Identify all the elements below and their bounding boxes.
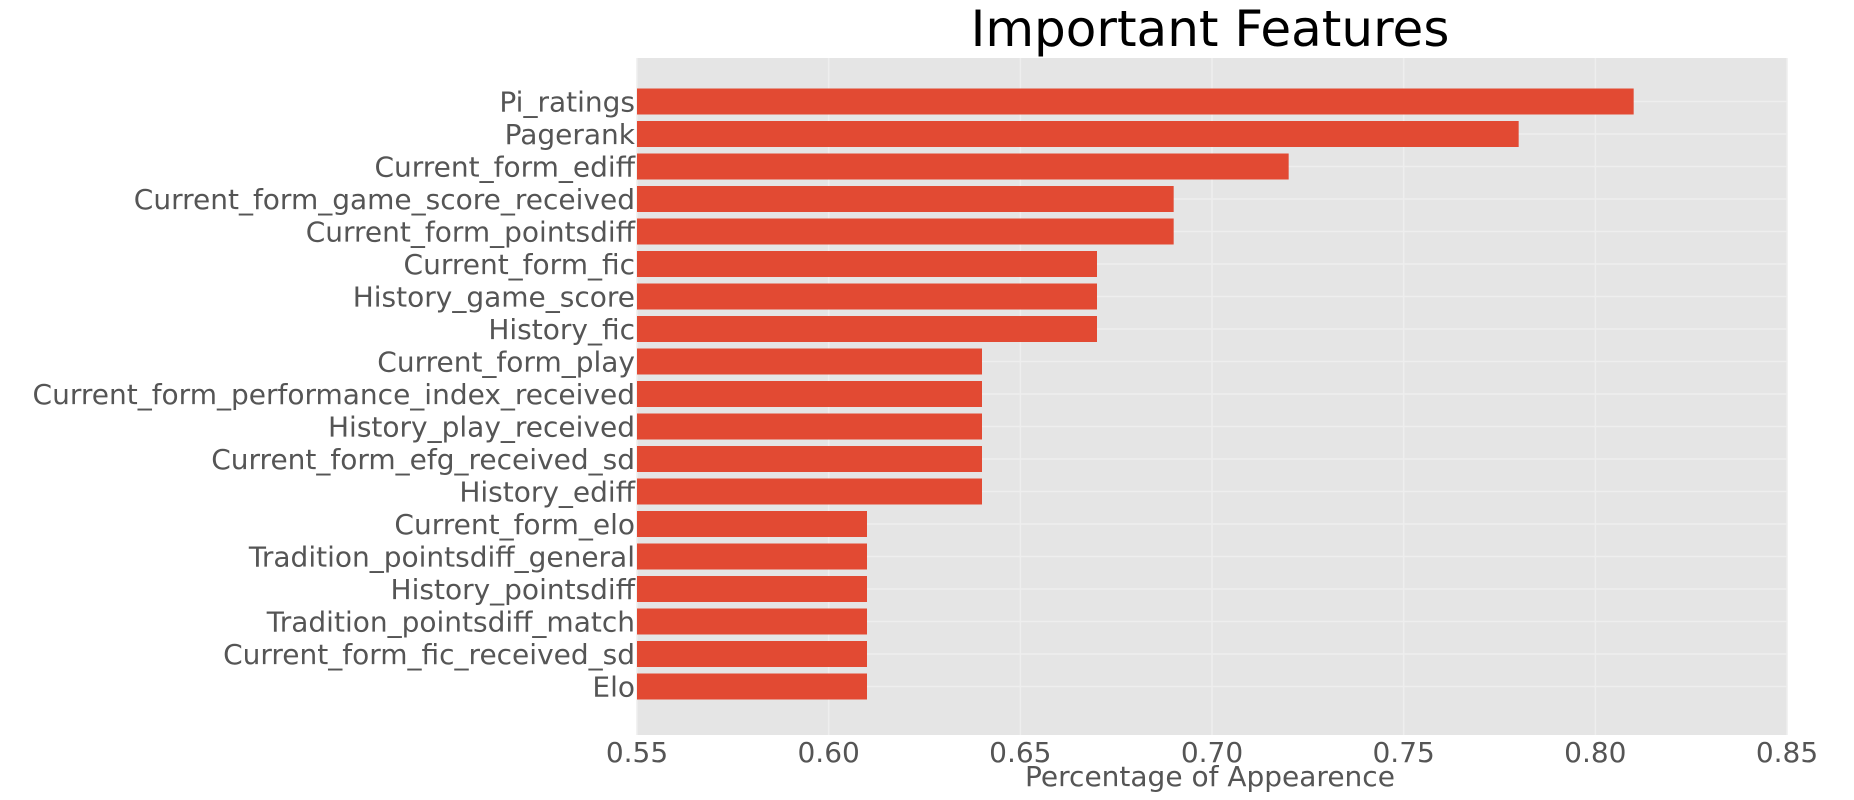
category-label: History_fic <box>488 313 635 346</box>
category-label: Tradition_pointsdiff_general <box>248 541 635 574</box>
bar-elo <box>637 673 867 700</box>
category-label: Current_form_elo <box>394 508 635 541</box>
category-label: Current_form_pointsdiff <box>306 216 636 249</box>
category-label: History_game_score <box>353 281 635 314</box>
category-label: Elo <box>592 671 635 704</box>
bar-current-form-efg-received-sd <box>637 446 982 472</box>
category-label: Current_form_performance_index_received <box>33 378 635 411</box>
bar-history-play-received <box>637 413 982 440</box>
category-label: Pagerank <box>505 118 636 151</box>
bar-current-form-ediff <box>637 153 1289 180</box>
category-label: Current_form_fic <box>404 248 635 281</box>
bar-current-form-game-score-received <box>637 186 1174 212</box>
x-axis-label: Percentage of Appearence <box>1025 760 1395 793</box>
category-label: Current_form_game_score_received <box>134 183 635 216</box>
bar-pagerank <box>637 121 1519 147</box>
x-tick-label: 0.70 <box>1181 736 1243 769</box>
category-label: History_pointsdiff <box>391 573 636 606</box>
bar-current-form-fic <box>637 251 1097 277</box>
bar-pi-ratings <box>637 88 1634 115</box>
category-label: Pi_ratings <box>499 86 635 119</box>
category-label: Current_form_fic_received_sd <box>223 638 635 671</box>
chart-title: Important Features <box>971 0 1450 58</box>
bar-current-form-performance-index-received <box>637 381 982 407</box>
bar-current-form-fic-received-sd <box>637 641 867 667</box>
x-tick-label: 0.60 <box>797 736 859 769</box>
bars <box>637 88 1634 700</box>
bar-current-form-pointsdiff <box>637 218 1174 245</box>
bar-current-form-elo <box>637 511 867 537</box>
x-tick-labels: 0.55 0.60 0.65 0.70 0.75 0.80 0.85 <box>606 736 1818 769</box>
category-label: History_play_received <box>328 411 635 444</box>
x-tick-label: 0.85 <box>1756 736 1818 769</box>
category-label: Current_form_play <box>377 346 635 379</box>
bar-tradition-pointsdiff-general <box>637 543 867 570</box>
category-label: History_ediff <box>459 476 635 509</box>
bar-history-pointsdiff <box>637 576 867 602</box>
category-labels: Pi_ratingsPagerankCurrent_form_ediffCurr… <box>33 86 636 704</box>
x-tick-label: 0.65 <box>989 736 1051 769</box>
x-tick-label: 0.55 <box>606 736 668 769</box>
bar-history-game-score <box>637 283 1097 310</box>
bar-current-form-play <box>637 348 982 375</box>
x-tick-label: 0.75 <box>1372 736 1434 769</box>
x-tick-label: 0.80 <box>1564 736 1626 769</box>
bar-history-fic <box>637 316 1097 342</box>
category-label: Tradition_pointsdiff_match <box>266 606 635 639</box>
category-label: Current_form_ediff <box>374 151 635 184</box>
category-label: Current_form_efg_received_sd <box>211 443 635 476</box>
bar-history-ediff <box>637 478 982 505</box>
bar-tradition-pointsdiff-match <box>637 608 867 635</box>
